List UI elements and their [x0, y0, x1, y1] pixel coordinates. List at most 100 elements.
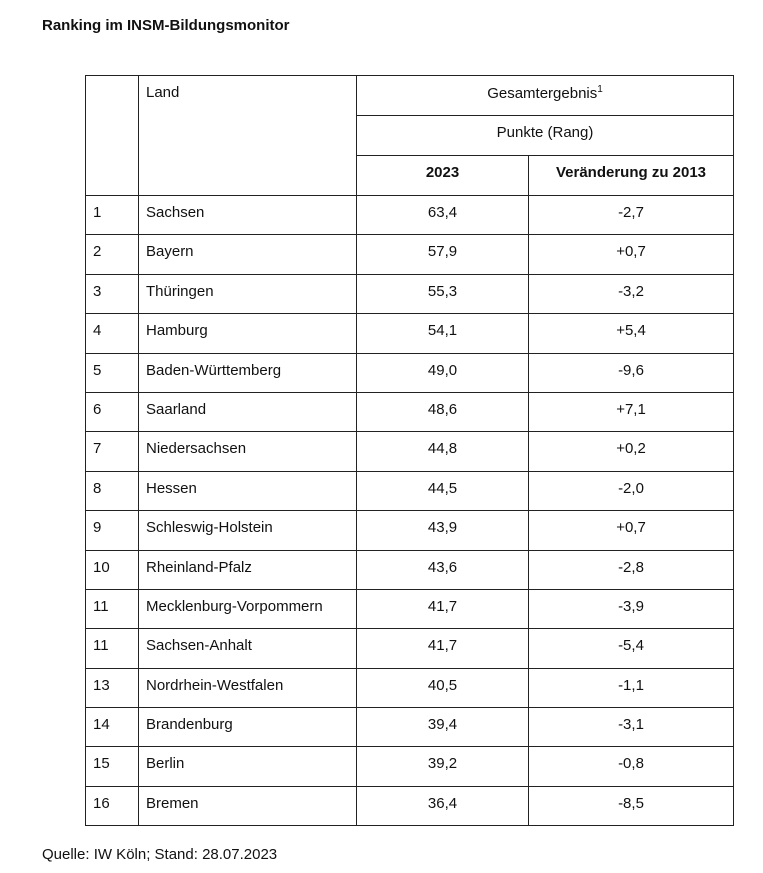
land-cell: Sachsen	[138, 194, 357, 236]
land-cell: Saarland	[138, 391, 357, 433]
score-cell: 41,7	[356, 588, 529, 630]
score-cell: 44,8	[356, 431, 529, 472]
rank-cell: 6	[85, 391, 139, 433]
land-cell: Bayern	[138, 234, 357, 275]
ranking-table: Land Gesamtergebnis1 Punkte (Rang) 2023 …	[85, 75, 734, 827]
rank-cell: 7	[85, 431, 139, 472]
rank-cell: 1	[85, 194, 139, 236]
header-row: Land Gesamtergebnis1	[85, 75, 734, 196]
table-row: 16 Bremen 36,4 -8,5	[85, 785, 734, 827]
land-cell: Rheinland-Pfalz	[138, 549, 357, 590]
change-cell: -3,1	[528, 707, 734, 748]
subgroup-header: Punkte (Rang)	[356, 115, 734, 156]
change-cell: +5,4	[528, 313, 734, 354]
table-row: 10 Rheinland-Pfalz 43,6 -2,8	[85, 549, 734, 590]
score-cell: 54,1	[356, 313, 529, 354]
score-cell: 44,5	[356, 470, 529, 512]
score-cell: 43,6	[356, 549, 529, 590]
change-cell: -0,8	[528, 746, 734, 787]
table-body: Land Gesamtergebnis1 Punkte (Rang) 2023 …	[85, 75, 734, 827]
change-cell: +7,1	[528, 391, 734, 433]
rank-cell: 3	[85, 273, 139, 315]
land-cell: Thüringen	[138, 273, 357, 315]
change-cell: -8,5	[528, 785, 734, 827]
rank-cell: 11	[85, 628, 139, 669]
rank-header	[85, 75, 139, 196]
table-row: 14 Brandenburg 39,4 -3,1	[85, 707, 734, 748]
title: Ranking im INSM-Bildungsmonitor	[42, 17, 290, 34]
change-cell: -3,9	[528, 588, 734, 630]
score-cell: 49,0	[356, 352, 529, 393]
table-row: 15 Berlin 39,2 -0,8	[85, 746, 734, 787]
rank-cell: 11	[85, 588, 139, 630]
table-row: 8 Hessen 44,5 -2,0	[85, 470, 734, 512]
year-header: 2023	[356, 155, 529, 196]
rank-cell: 8	[85, 470, 139, 512]
rank-cell: 16	[85, 785, 139, 827]
rank-cell: 2	[85, 234, 139, 275]
change-cell: -2,7	[528, 194, 734, 236]
table-row: 11 Mecklenburg-Vorpommern 41,7 -3,9	[85, 588, 734, 630]
rank-cell: 15	[85, 746, 139, 787]
footnote-mark: 1	[597, 84, 603, 95]
change-cell: +0,2	[528, 431, 734, 472]
change-cell: -3,2	[528, 273, 734, 315]
table-row: 3 Thüringen 55,3 -3,2	[85, 273, 734, 315]
table-row: 13 Nordrhein-Westfalen 40,5 -1,1	[85, 667, 734, 709]
header-row: Punkte (Rang)	[86, 115, 734, 156]
rank-cell: 10	[85, 549, 139, 590]
header-row: 2023 Veränderung zu 2013	[86, 155, 734, 196]
score-cell: 39,2	[356, 746, 529, 787]
header-text: 2023	[425, 164, 460, 181]
change-cell: -5,4	[528, 628, 734, 669]
header-text: Gesamtergebnis	[487, 85, 598, 102]
change-cell: +0,7	[528, 234, 734, 275]
table-row: 4 Hamburg 54,1 +5,4	[85, 313, 734, 354]
change-cell: -2,0	[528, 470, 734, 512]
score-cell: 40,5	[356, 667, 529, 709]
score-cell: 43,9	[356, 510, 529, 551]
table-row: 5 Baden-Württemberg 49,0 -9,6	[85, 352, 734, 393]
header-text: Land	[146, 84, 180, 101]
land-cell: Niedersachsen	[138, 431, 357, 472]
land-cell: Schleswig-Holstein	[138, 510, 357, 551]
land-cell: Mecklenburg-Vorpommern	[138, 588, 357, 630]
change-cell: -9,6	[528, 352, 734, 393]
land-header: Land	[138, 75, 357, 196]
table-row: 11 Sachsen-Anhalt 41,7 -5,4	[85, 628, 734, 669]
change-header: Veränderung zu 2013	[528, 155, 734, 196]
land-cell: Bremen	[138, 785, 357, 827]
table-row: 2 Bayern 57,9 +0,7	[85, 234, 734, 275]
rank-cell: 13	[85, 667, 139, 709]
change-cell: +0,7	[528, 510, 734, 551]
table-row: 9 Schleswig-Holstein 43,9 +0,7	[85, 510, 734, 551]
score-cell: 48,6	[356, 391, 529, 433]
score-cell: 57,9	[356, 234, 529, 275]
change-cell: -2,8	[528, 549, 734, 590]
score-cell: 39,4	[356, 707, 529, 748]
rank-cell: 5	[85, 352, 139, 393]
land-cell: Sachsen-Anhalt	[138, 628, 357, 669]
score-cell: 36,4	[356, 785, 529, 827]
header-text: Punkte (Rang)	[496, 124, 594, 141]
table-row: 7 Niedersachsen 44,8 +0,2	[85, 431, 734, 472]
land-cell: Hessen	[138, 470, 357, 512]
score-cell: 55,3	[356, 273, 529, 315]
rank-cell: 4	[85, 313, 139, 354]
land-cell: Berlin	[138, 746, 357, 787]
score-cell: 63,4	[356, 194, 529, 236]
rank-cell: 14	[85, 707, 139, 748]
table-row: 1 Sachsen 63,4 -2,7	[85, 194, 734, 236]
rank-cell: 9	[85, 510, 139, 551]
land-cell: Baden-Württemberg	[138, 352, 357, 393]
change-cell: -1,1	[528, 667, 734, 709]
land-cell: Hamburg	[138, 313, 357, 354]
score-cell: 41,7	[356, 628, 529, 669]
land-cell: Brandenburg	[138, 707, 357, 748]
land-cell: Nordrhein-Westfalen	[138, 667, 357, 709]
group-header: Gesamtergebnis1	[356, 75, 734, 116]
table-row: 6 Saarland 48,6 +7,1	[85, 391, 734, 433]
source: Quelle: IW Köln; Stand: 28.07.2023	[42, 846, 278, 863]
header-text: Veränderung zu 2013	[555, 164, 707, 181]
